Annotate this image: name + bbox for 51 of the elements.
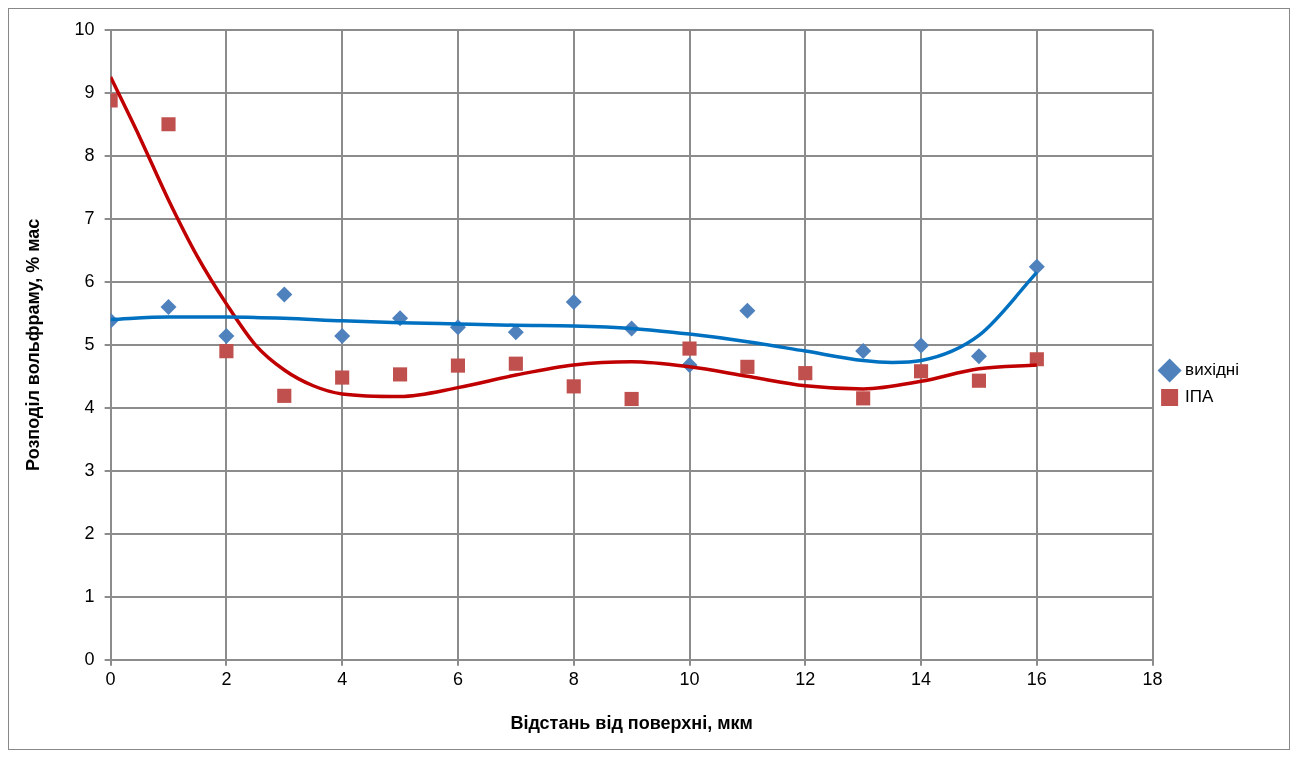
x-axis-title: Відстань від поверхні, мкм [510,713,753,734]
y-tick-label: 9 [84,81,95,102]
point [450,358,466,373]
point [970,348,987,365]
point [855,343,872,360]
x-tick-label: 10 [679,668,700,689]
y-tick-label: 5 [84,333,95,354]
y-tick-label: 7 [84,207,95,228]
point [739,302,756,319]
y-tick-label: 10 [74,18,95,39]
y-tick-label: 1 [84,585,95,606]
legend-label: вихідні [1185,360,1239,380]
point [218,327,235,344]
point [565,293,582,310]
y-tick-label: 6 [84,270,95,291]
x-tick-label: 16 [1026,668,1047,689]
legend-label: ІПА [1185,387,1215,407]
point [1028,258,1045,275]
x-tick-label: 0 [105,668,116,689]
point [566,379,581,394]
point [161,117,176,132]
x-tick-label: 2 [221,668,232,689]
point [913,337,930,354]
point [392,367,408,382]
point [971,373,987,388]
x-tick-label: 6 [452,668,463,689]
point [276,286,293,303]
x-tick-label: 4 [337,668,348,689]
point [335,370,350,385]
point [334,327,351,344]
point [277,388,292,403]
point [219,344,234,359]
y-tick-label: 4 [84,396,95,417]
y-tick-label: 8 [84,144,95,165]
y-tick-label: 0 [84,648,95,669]
point [740,359,755,374]
y-tick-label: 3 [84,459,95,480]
x-tick-label: 14 [911,668,932,689]
point [508,356,523,371]
point [913,364,929,379]
point [682,341,697,356]
x-tick-label: 12 [795,668,816,689]
point [798,366,813,381]
point [624,391,639,407]
y-tick-label: 2 [84,522,95,543]
y-axis-title: Розподіл вольфраму, % мас [22,218,43,471]
point [160,299,177,315]
point [856,391,871,406]
point [507,324,524,341]
x-tick-label: 18 [1142,668,1163,689]
x-tick-label: 8 [568,668,579,689]
